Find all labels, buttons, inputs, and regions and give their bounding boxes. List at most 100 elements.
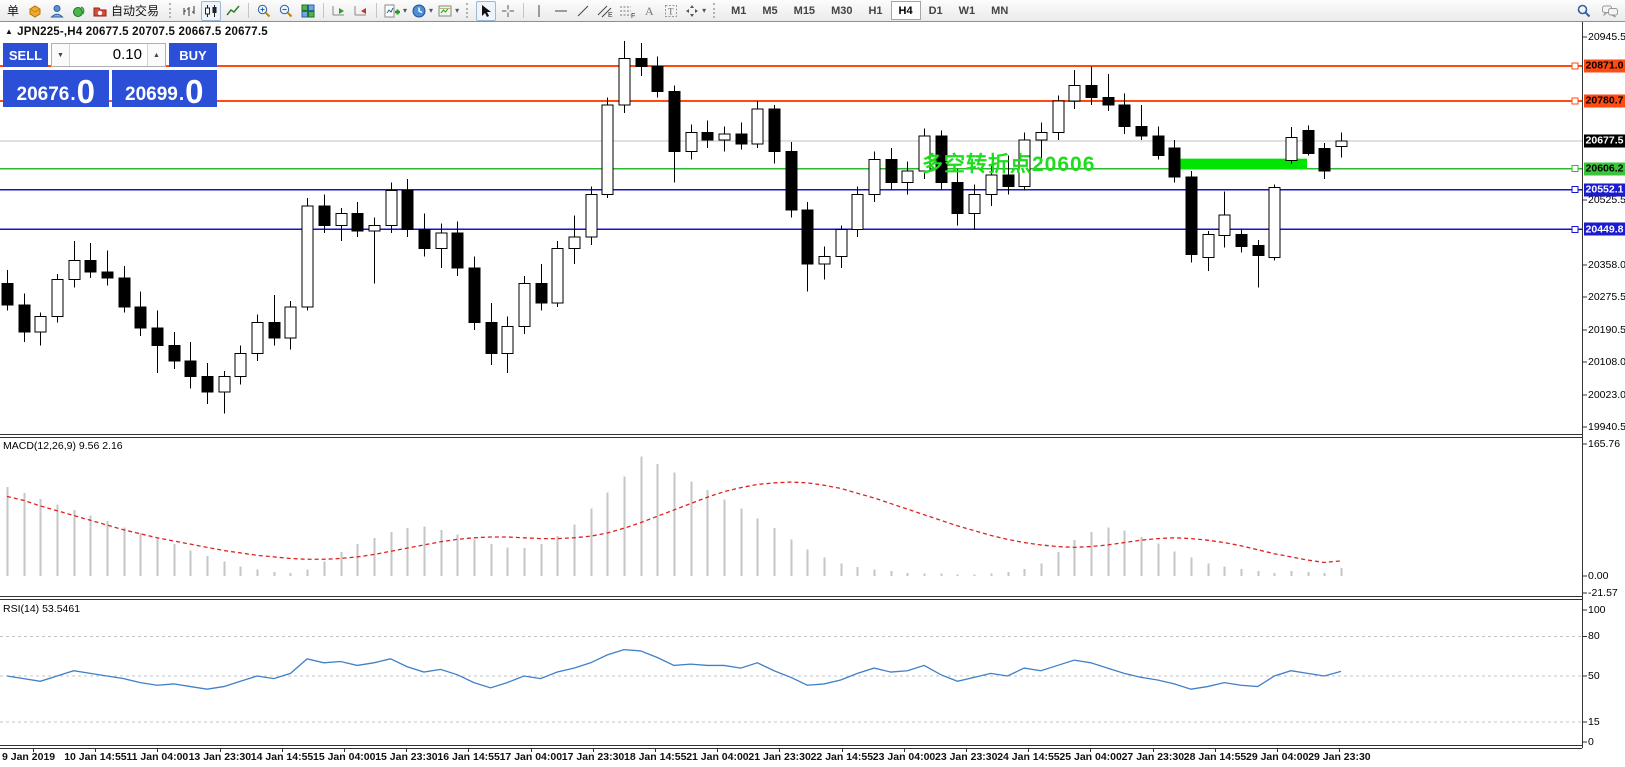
buy-button[interactable]: BUY — [169, 43, 217, 67]
crosshair-tool-button[interactable] — [498, 1, 518, 21]
zoom-out-button[interactable] — [276, 1, 296, 21]
text-label-tool-button[interactable]: T — [661, 1, 681, 21]
person-icon — [49, 3, 65, 19]
tab-timeframe-h4[interactable]: H4 — [890, 1, 921, 20]
sell-price-display[interactable]: 20676. 0 — [3, 70, 109, 108]
auto-scroll-button[interactable] — [329, 1, 349, 21]
horizontal-line-tool-button[interactable] — [551, 1, 571, 21]
toolbar-drag-handle[interactable] — [466, 3, 470, 18]
time-axis-label: 13 Jan 23:30 — [188, 751, 252, 763]
chat-button[interactable] — [1600, 1, 1620, 21]
buy-price-main: 20699 — [125, 84, 178, 106]
vertical-line-icon — [531, 3, 547, 19]
time-axis-label: 9 Jan 2019 — [2, 751, 56, 763]
search-button[interactable] — [1574, 1, 1594, 21]
community-button[interactable] — [47, 1, 67, 21]
tab-timeframe-mn[interactable]: MN — [991, 5, 1009, 17]
fibonacci-icon: F — [618, 3, 636, 19]
templates-button[interactable]: ▾ — [436, 1, 460, 21]
buy-price-display[interactable]: 20699. 0 — [111, 70, 217, 108]
macd-histogram-series — [6, 456, 1343, 576]
indicators-button[interactable]: ▾ — [382, 1, 408, 21]
autotrading-button[interactable]: 自动交易 — [91, 1, 163, 21]
new-order-button[interactable]: 单 — [3, 1, 23, 21]
periods-button[interactable]: ▾ — [410, 1, 434, 21]
support-highlight-rect[interactable] — [1169, 158, 1307, 170]
toolbar-separator — [523, 3, 525, 18]
channel-icon: E — [596, 3, 614, 19]
tile-windows-button[interactable] — [298, 1, 318, 21]
text-label-icon: T — [663, 3, 679, 19]
cursor-tool-button[interactable] — [476, 0, 497, 21]
fibonacci-tool-button[interactable]: F — [617, 1, 637, 21]
chat-icon — [1601, 3, 1619, 19]
tab-timeframe-h1[interactable]: H1 — [868, 5, 883, 17]
price-badge-20552.1: 20552.1 — [1584, 183, 1625, 197]
toolbar-separator — [248, 3, 250, 18]
chart-annotation-text[interactable]: 多空转折点20606 — [922, 153, 1096, 176]
line-chart-button[interactable] — [223, 1, 243, 21]
volume-stepper: ▼ 0.10 ▲ — [51, 43, 166, 67]
time-axis-label: 10 Jan 14:55 — [64, 751, 127, 763]
price-tick-label: 20525.5 — [1588, 193, 1625, 206]
tab-timeframe-w1[interactable]: W1 — [958, 5, 976, 17]
one-click-trading-panel: SELL ▼ 0.10 ▲ BUY 20676. 0 20699. 0 — [3, 43, 217, 108]
toolbar-drag-handle[interactable] — [713, 3, 717, 18]
toolbar-drag-handle[interactable] — [169, 3, 173, 18]
volume-decrease-button[interactable]: ▼ — [52, 44, 70, 66]
dropdown-arrow-icon[interactable]: ▾ — [702, 6, 707, 15]
toolbar-separator — [376, 3, 378, 18]
volume-increase-button[interactable]: ▲ — [147, 44, 165, 66]
svg-text:A: A — [645, 4, 654, 18]
zoom-in-icon — [256, 3, 272, 19]
autotrading-icon — [92, 3, 108, 19]
volume-input[interactable]: 0.10 — [112, 46, 142, 63]
macd-tick-label: 0.00 — [1588, 570, 1609, 582]
chart-shift-icon — [353, 3, 369, 19]
trendline-tool-button[interactable] — [573, 1, 593, 21]
collapse-panel-icon[interactable]: ▲ — [5, 27, 14, 36]
text-tool-button[interactable]: A — [639, 1, 659, 21]
tab-timeframe-m5[interactable]: M5 — [762, 5, 778, 17]
candlestick-chart-button[interactable] — [201, 0, 222, 21]
bar-chart-button[interactable] — [179, 1, 199, 21]
tab-timeframe-m30[interactable]: M30 — [831, 5, 853, 17]
sell-price-main: 20676 — [16, 84, 70, 106]
toolbar-separator — [323, 3, 325, 18]
tab-timeframe-m15[interactable]: M15 — [793, 5, 816, 17]
arrows-tool-button[interactable]: ▾ — [683, 1, 707, 21]
template-icon — [437, 3, 453, 19]
decimal-separator: . — [70, 84, 76, 106]
signals-button[interactable] — [69, 1, 89, 21]
macd-tick-label: 165.76 — [1588, 438, 1621, 451]
sell-button[interactable]: SELL — [3, 43, 48, 67]
metaeditor-button[interactable] — [25, 1, 45, 21]
rsi-tick-label: 100 — [1588, 604, 1606, 616]
dropdown-arrow-icon[interactable]: ▾ — [429, 6, 434, 15]
dropdown-arrow-icon[interactable]: ▾ — [455, 6, 460, 15]
horizontal-line-icon — [553, 3, 569, 19]
text-icon: A — [641, 3, 657, 19]
rsi-tick-label: 0 — [1588, 736, 1594, 748]
clock-icon — [411, 3, 427, 19]
metaeditor-icon — [27, 3, 43, 19]
zoom-in-button[interactable] — [254, 1, 274, 21]
search-icon — [1576, 3, 1592, 19]
tab-timeframe-d1[interactable]: D1 — [928, 5, 943, 17]
time-axis-label: 21 Jan 04:00 — [686, 751, 749, 763]
dropdown-arrow-icon[interactable]: ▾ — [403, 6, 408, 15]
rsi-tick-label: 50 — [1588, 670, 1600, 682]
candlestick-icon — [203, 3, 219, 19]
price-tick-label: 20190.5 — [1588, 323, 1625, 336]
chart-shift-button[interactable] — [351, 1, 371, 21]
time-axis-label: 17 Jan 04:00 — [499, 751, 563, 763]
equidistant-channel-tool-button[interactable]: E — [595, 1, 615, 21]
vertical-line-tool-button[interactable] — [529, 1, 549, 21]
line-chart-icon — [225, 3, 241, 19]
time-axis-label: 21 Jan 23:30 — [748, 751, 811, 763]
ohlc-bars-icon — [181, 3, 197, 19]
time-axis-label: 28 Jan 14:55 — [1183, 751, 1247, 763]
tab-timeframe-m1[interactable]: M1 — [731, 5, 747, 17]
